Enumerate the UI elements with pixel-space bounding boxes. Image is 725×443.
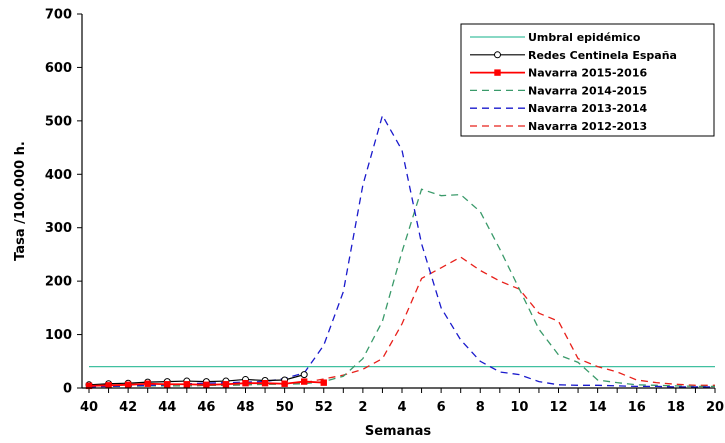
series-navarra-2012-2013 bbox=[89, 256, 715, 388]
data-point bbox=[300, 378, 308, 385]
series-navarra-2015-2016 bbox=[85, 378, 327, 390]
series-layer bbox=[85, 113, 715, 390]
legend-label: Navarra 2013-2014 bbox=[528, 102, 647, 115]
x-tick-label: 42 bbox=[119, 400, 137, 415]
axes bbox=[81, 14, 715, 389]
x-tick-label: 40 bbox=[80, 400, 98, 415]
y-tick-label: 200 bbox=[45, 275, 72, 290]
y-tick-label: 0 bbox=[63, 382, 72, 397]
legend-entry: Redes Centinela España bbox=[470, 49, 677, 62]
legend-box bbox=[460, 23, 715, 137]
series-navarra-2013-2014 bbox=[88, 113, 715, 388]
series-line bbox=[89, 256, 715, 388]
x-tick-label: 16 bbox=[628, 400, 646, 415]
y-tick-label: 100 bbox=[45, 328, 72, 343]
data-point bbox=[85, 382, 93, 390]
legend-label: Redes Centinela España bbox=[528, 49, 677, 62]
legend-marker bbox=[494, 51, 501, 59]
x-axis-ticks: 40 42 44 46 48 50 52 2 4 6 8 10 12 14 16 18 20 bbox=[80, 388, 724, 415]
data-point bbox=[183, 381, 191, 388]
y-tick-label: 400 bbox=[45, 168, 72, 183]
y-axis-title: Tasa /100.000 h. bbox=[13, 141, 28, 261]
legend-entry: Navarra 2014-2015 bbox=[470, 84, 647, 97]
y-tick-label: 700 bbox=[45, 8, 72, 23]
series-line bbox=[89, 188, 715, 388]
legend-entry: Navarra 2012-2013 bbox=[470, 120, 647, 133]
data-point bbox=[164, 381, 171, 388]
legend-entry: Umbral epidémico bbox=[470, 31, 641, 44]
data-point bbox=[222, 381, 230, 388]
legend-entry: Navarra 2013-2014 bbox=[470, 102, 647, 115]
x-axis-title: Semanas bbox=[365, 424, 432, 439]
legend: Umbral epidémico Redes Centinela España Na… bbox=[460, 23, 715, 137]
x-tick-label: 6 bbox=[437, 400, 446, 415]
legend-label: Umbral epidémico bbox=[528, 31, 641, 44]
x-tick-label: 10 bbox=[510, 400, 528, 415]
data-point bbox=[242, 379, 249, 387]
y-axis-ticks: 0 100 200 300 400 500 600 700 bbox=[45, 8, 82, 397]
x-tick-label: 12 bbox=[549, 400, 567, 415]
x-tick-label: 14 bbox=[589, 400, 607, 415]
series-navarra-2014-2015 bbox=[89, 188, 715, 388]
x-tick-label: 8 bbox=[476, 400, 485, 415]
legend-label: Navarra 2014-2015 bbox=[528, 84, 647, 97]
x-tick-label: 52 bbox=[315, 400, 333, 415]
legend-entry: Navarra 2015-2016 bbox=[470, 67, 647, 80]
legend-marker bbox=[494, 69, 501, 76]
x-tick-label: 4 bbox=[397, 400, 406, 415]
legend-label: Navarra 2012-2013 bbox=[528, 120, 647, 133]
x-tick-label: 44 bbox=[158, 400, 176, 415]
data-point bbox=[281, 380, 288, 387]
data-point bbox=[124, 381, 132, 388]
data-point bbox=[144, 380, 151, 387]
x-tick-label: 48 bbox=[236, 400, 254, 415]
series-line bbox=[88, 113, 715, 388]
y-tick-label: 500 bbox=[45, 114, 72, 129]
x-tick-label: 20 bbox=[706, 400, 724, 415]
y-tick-label: 300 bbox=[45, 221, 72, 236]
x-tick-label: 2 bbox=[358, 400, 367, 415]
data-point bbox=[105, 382, 112, 389]
y-axis-title-group: Tasa /100.000 h. bbox=[13, 141, 28, 261]
x-tick-label: 50 bbox=[276, 400, 294, 415]
x-tick-label: 18 bbox=[667, 400, 685, 415]
data-point bbox=[261, 379, 269, 387]
data-point bbox=[320, 379, 327, 386]
y-tick-label: 600 bbox=[45, 61, 72, 76]
legend-label: Navarra 2015-2016 bbox=[528, 67, 647, 80]
data-point bbox=[203, 381, 210, 388]
x-tick-label: 46 bbox=[197, 400, 215, 415]
data-point bbox=[300, 371, 308, 379]
